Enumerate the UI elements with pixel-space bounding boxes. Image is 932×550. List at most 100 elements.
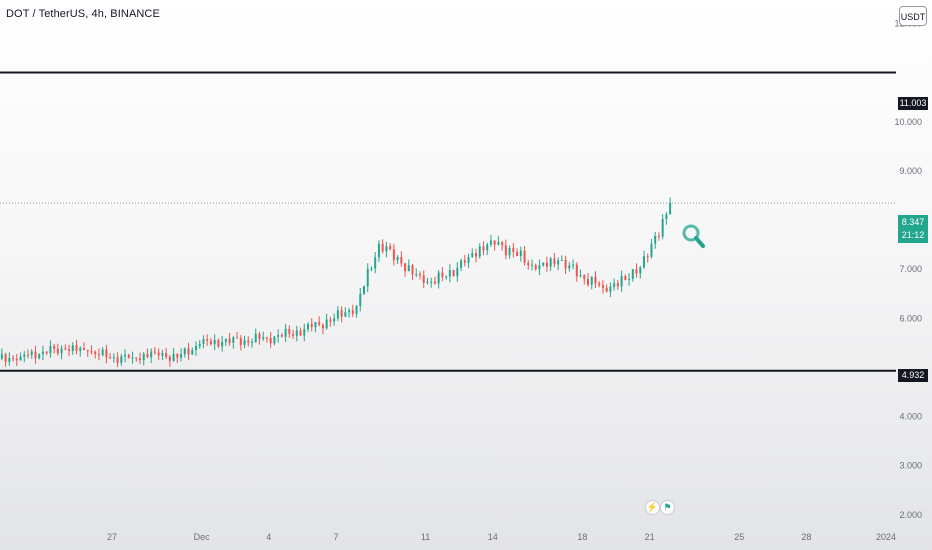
candle: [355, 305, 358, 318]
candle: [325, 314, 328, 330]
candle: [329, 316, 332, 327]
candle: [389, 243, 392, 251]
candle: [587, 272, 589, 287]
candle: [269, 332, 272, 348]
candle: [419, 271, 421, 280]
lightning-icon[interactable]: ⚡: [645, 500, 660, 515]
candle: [501, 241, 504, 251]
candle: [594, 271, 597, 288]
candle: [318, 316, 321, 327]
candle: [407, 259, 410, 272]
candle: [333, 313, 336, 326]
candle: [370, 266, 373, 272]
candle: [146, 348, 149, 359]
candle: [262, 331, 265, 341]
candle: [150, 348, 153, 364]
y-tick-label: 2.000: [899, 510, 922, 520]
candle: [195, 341, 197, 356]
candle: [657, 232, 660, 241]
currency-button[interactable]: USDT: [899, 6, 927, 26]
candle: [157, 348, 160, 361]
candle: [83, 342, 85, 351]
candle: [381, 239, 384, 254]
candle: [168, 354, 171, 367]
candle: [516, 248, 519, 257]
candle: [445, 275, 448, 280]
candle: [560, 255, 563, 261]
magnifier-icon[interactable]: [682, 224, 705, 248]
candle: [650, 238, 653, 259]
candle: [385, 241, 388, 258]
candle: [124, 349, 127, 363]
candle: [23, 350, 26, 363]
candle: [202, 335, 205, 349]
candle: [430, 277, 433, 288]
y-tick-label: 10.000: [894, 117, 922, 127]
candle: [209, 337, 212, 346]
x-tick-label: Dec: [194, 532, 211, 542]
candle: [545, 256, 548, 272]
candle: [467, 253, 470, 269]
candle: [377, 240, 380, 262]
candle: [232, 335, 235, 349]
candle: [109, 353, 112, 360]
candle: [53, 343, 56, 354]
candle: [172, 348, 175, 362]
candle: [631, 269, 634, 282]
flag-icon[interactable]: ⚑: [660, 500, 675, 515]
level-label-lower: 4.932: [898, 369, 928, 382]
candle: [258, 331, 261, 345]
candle: [273, 335, 276, 346]
candle: [277, 329, 280, 343]
candle: [527, 259, 530, 270]
candle: [512, 242, 515, 258]
candle: [538, 259, 541, 276]
y-tick-label: 3.000: [899, 461, 922, 471]
candle: [441, 267, 444, 282]
candle: [463, 255, 466, 267]
candle: [437, 269, 440, 289]
candle: [187, 342, 190, 361]
candle: [392, 243, 395, 266]
candle: [348, 307, 351, 318]
candle: [284, 323, 287, 343]
candle: [105, 344, 108, 364]
candle: [213, 334, 216, 351]
candle: [112, 353, 115, 363]
candle: [396, 255, 399, 265]
candle: [654, 231, 657, 249]
candle: [493, 240, 496, 251]
candle: [336, 306, 339, 322]
candle: [508, 245, 511, 259]
candle: [135, 357, 138, 362]
candles-layer: [0, 197, 672, 368]
candle: [572, 259, 575, 270]
last-price-value: 8.347: [901, 217, 925, 227]
candle: [646, 253, 649, 263]
candle: [292, 329, 295, 339]
candle: [575, 262, 578, 282]
candle: [639, 265, 642, 279]
x-tick-label: 2024: [876, 532, 896, 542]
candle: [280, 332, 283, 338]
x-tick-label: 27: [107, 532, 117, 542]
candle: [486, 242, 489, 256]
x-tick-label: 18: [577, 532, 587, 542]
candle: [307, 322, 309, 332]
candle: [374, 252, 377, 274]
candle: [363, 285, 365, 295]
candle: [254, 328, 257, 343]
candle: [310, 318, 313, 332]
candle: [624, 274, 627, 281]
candle: [628, 273, 631, 286]
candle: [116, 352, 119, 368]
candle: [497, 236, 500, 246]
candle: [295, 325, 298, 342]
y-tick-label: 7.000: [899, 264, 922, 274]
candle: [180, 348, 183, 362]
candle: [489, 234, 492, 247]
y-tick-label: 9.000: [899, 166, 922, 176]
candle: [4, 352, 7, 367]
